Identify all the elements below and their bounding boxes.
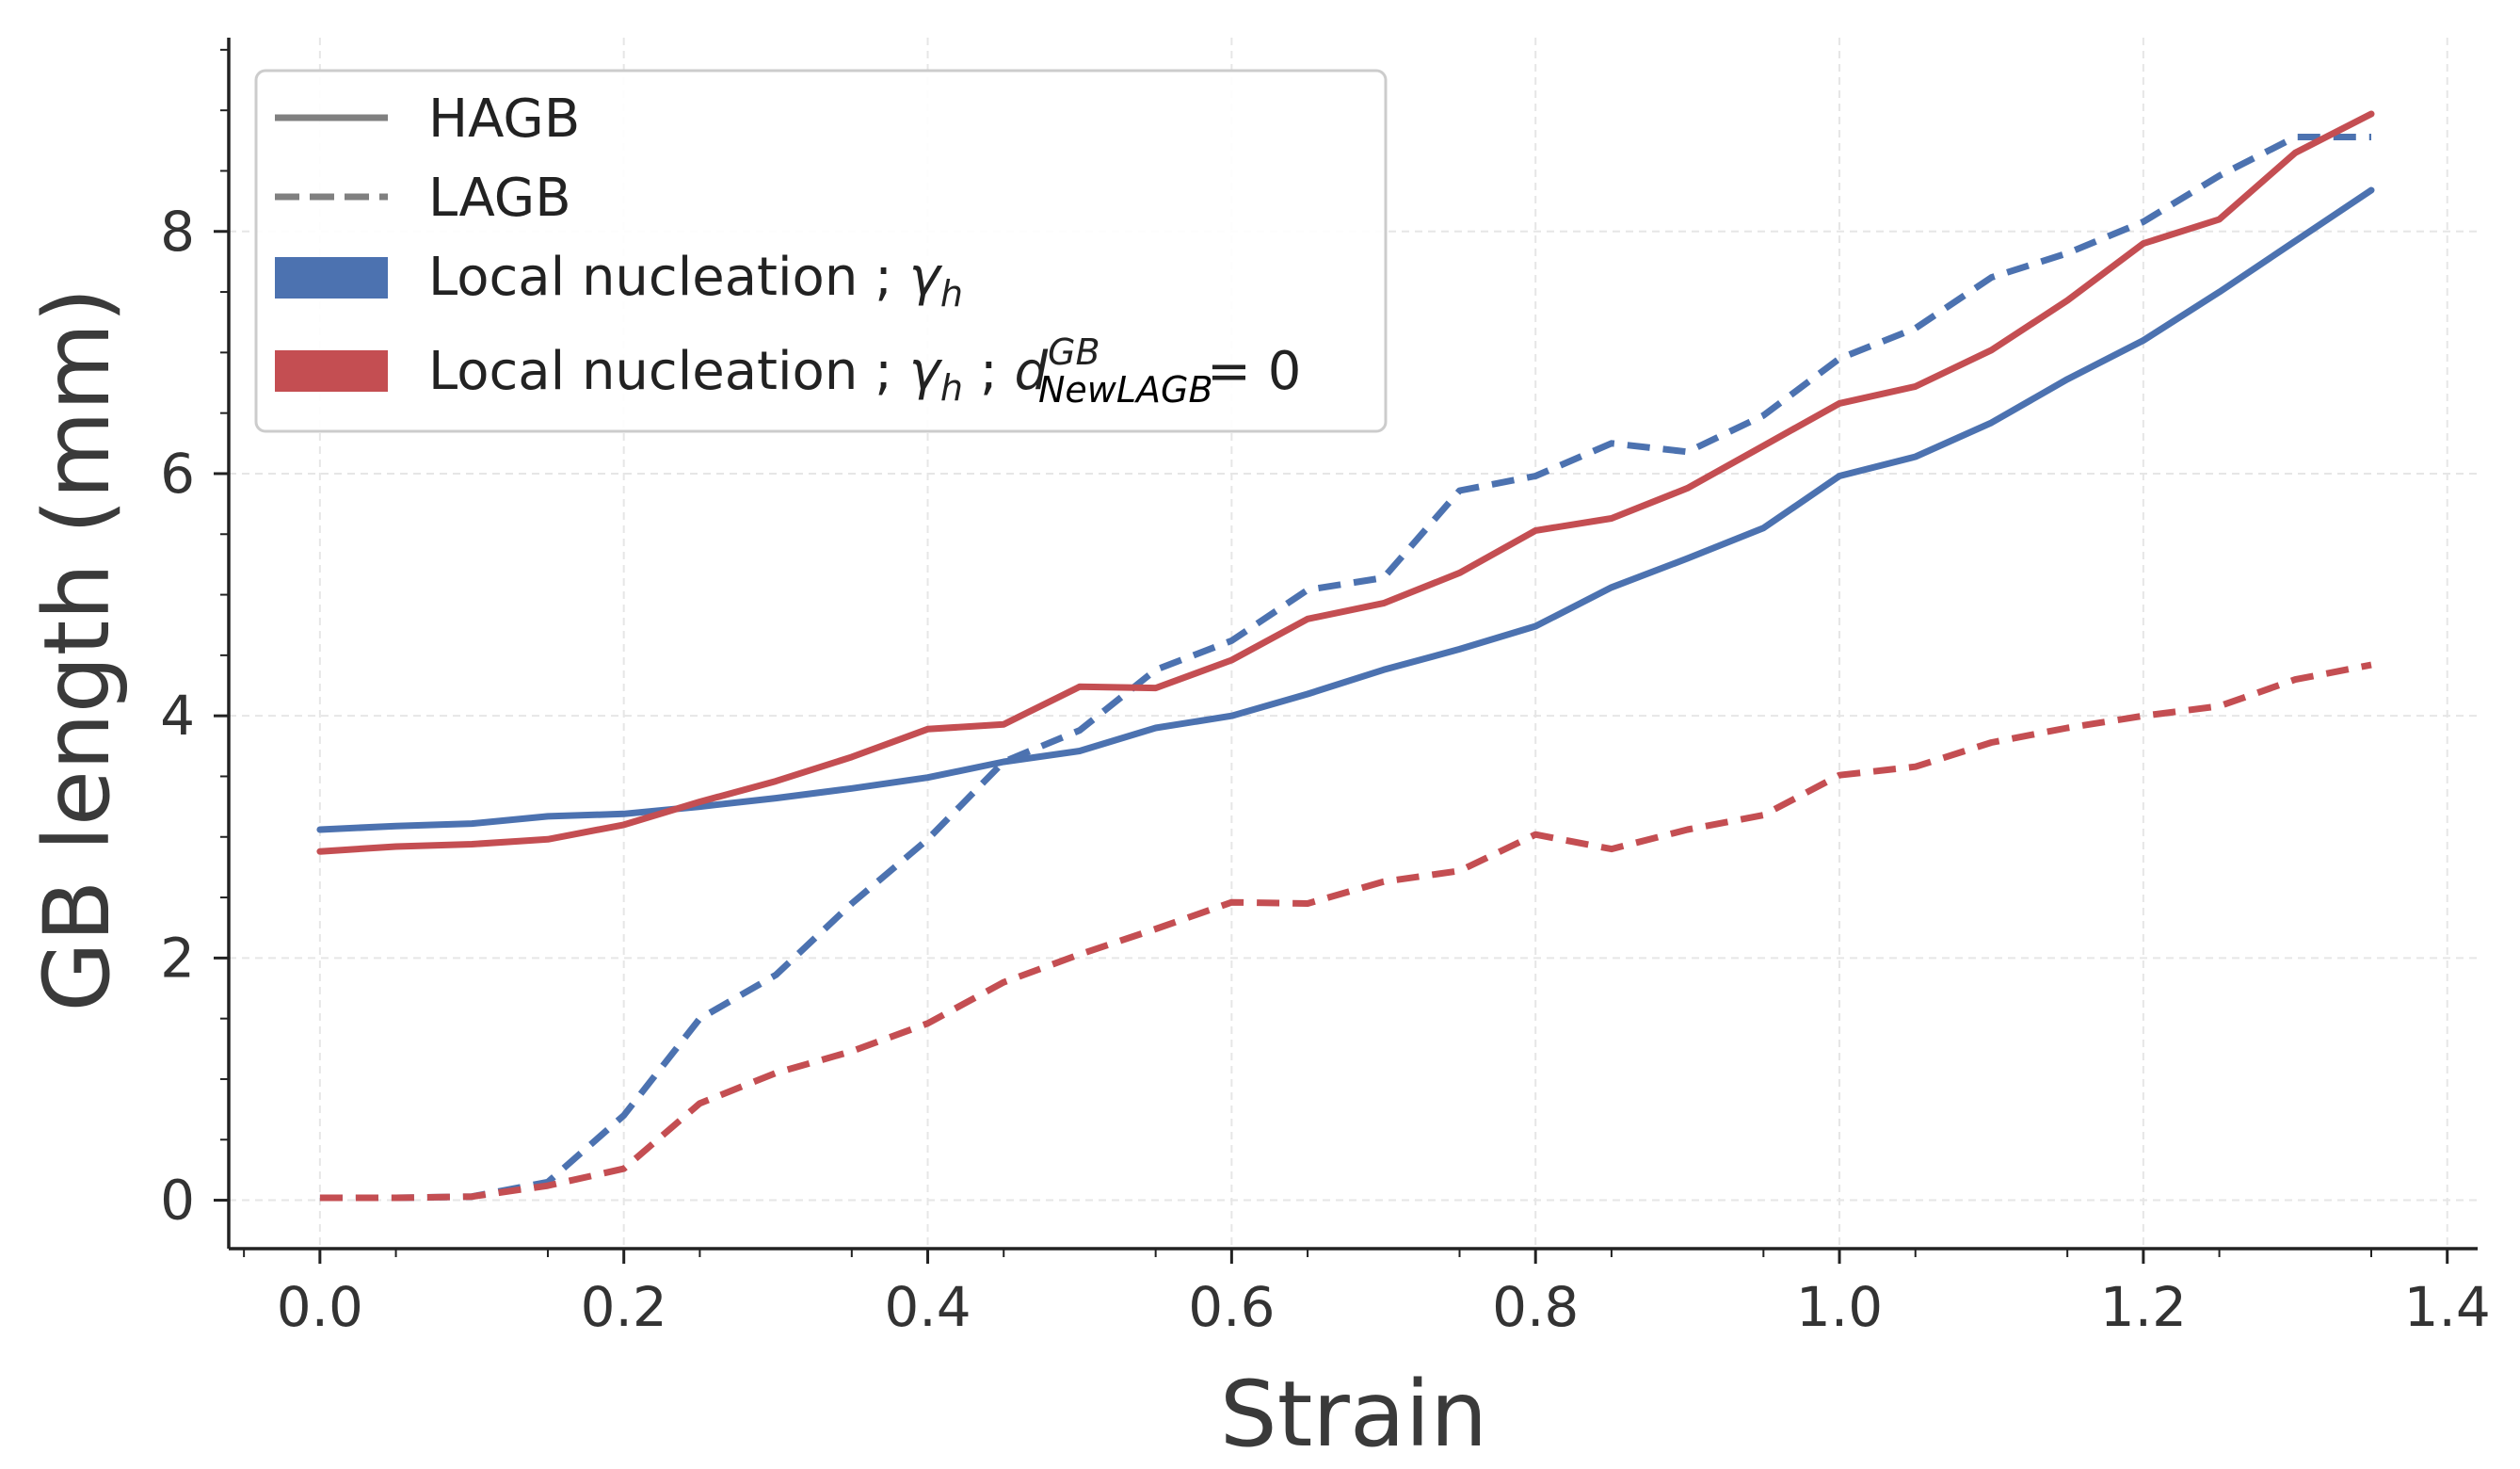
legend-hagb-label: HAGB [428, 89, 580, 150]
legend-red-mid: ; [963, 341, 1014, 402]
legend-red-sub: NewLAGB [1038, 369, 1213, 411]
legend-frame [254, 69, 1388, 433]
ticks: 0.0 0.2 0.4 0.6 0.8 1.0 1.2 1.4 0 2 4 6 8 [160, 48, 2491, 1339]
legend-red-prefix: Local nucleation ; [428, 341, 909, 402]
legend-blue-prefix: Local nucleation ; [428, 247, 909, 308]
x-tick-label-4: 0.8 [1492, 1275, 1579, 1339]
x-tick-label-6: 1.2 [2100, 1275, 2187, 1339]
legend-red-h: h [940, 367, 963, 409]
x-tick-label-1: 0.2 [581, 1275, 667, 1339]
legend-red-label: Local nucleation ; γh ; dGB [428, 331, 1100, 409]
y-tick-label-0: 0 [160, 1169, 195, 1233]
legend-blue-label: Local nucleation ; γh [428, 247, 963, 315]
legend-blue-swatch [275, 257, 388, 299]
legend-lagb-label: LAGB [428, 168, 571, 229]
y-axis-title: GB length (mm) [24, 287, 130, 1011]
series-layer [316, 110, 2375, 1202]
x-tick-label-7: 1.4 [2404, 1275, 2491, 1339]
legend-blue-gamma: γ [909, 247, 943, 308]
axes [227, 38, 2478, 1251]
legend: HAGB LAGB Local nucleation ; γh Local nu… [254, 69, 1388, 433]
y-tick-label-2: 4 [160, 684, 195, 748]
legend-red-sup: GB [1048, 331, 1100, 373]
red-lagb-line [319, 661, 2372, 1202]
legend-red-eq: = 0 [1207, 341, 1301, 402]
x-tick-label-5: 1.0 [1796, 1275, 1883, 1339]
red-hagb-line [316, 110, 2375, 855]
legend-red-swatch [275, 350, 388, 392]
legend-red-d: d [1014, 341, 1048, 402]
x-axis-title: Strain [1220, 1362, 1487, 1467]
x-tick-label-3: 0.6 [1188, 1275, 1275, 1339]
x-tick-label-2: 0.4 [884, 1275, 971, 1339]
y-tick-label-1: 2 [160, 926, 195, 990]
legend-red-gamma: γ [909, 341, 943, 402]
y-tick-label-4: 8 [160, 200, 195, 264]
x-tick-label-0: 0.0 [277, 1275, 363, 1339]
y-tick-label-3: 6 [160, 442, 195, 506]
legend-blue-h: h [940, 273, 963, 315]
